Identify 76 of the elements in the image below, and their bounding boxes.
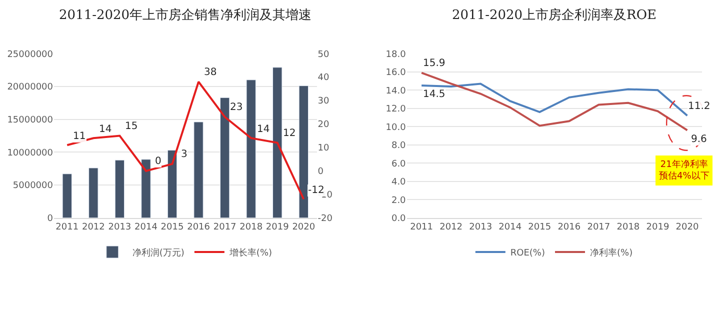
chart-title: 2011-2020上市房企利润率及ROE (452, 7, 656, 23)
y-tick-label: 4.0 (391, 178, 406, 188)
data-label: 14 (99, 124, 112, 135)
bar (298, 86, 309, 218)
chart-title: 2011-2020年上市房企销售净利润及其增速 (59, 7, 312, 23)
y2-tick-label: -20 (318, 214, 333, 224)
y-tick-label: 25000000 (7, 50, 54, 60)
bar (141, 159, 151, 218)
x-tick-label: 2011 (56, 222, 79, 233)
data-label: 11.2 (688, 101, 710, 112)
x-tick-label: 2019 (646, 222, 670, 233)
line-series (420, 82, 688, 117)
y-tick-label: 18.0 (386, 50, 406, 60)
y2-tick-label: 0 (318, 167, 324, 178)
bar (62, 174, 72, 218)
data-label: 12 (283, 128, 296, 139)
x-tick-label: 2018 (616, 222, 640, 233)
bar (88, 168, 98, 218)
bar (272, 67, 282, 218)
line-series (66, 80, 305, 200)
y2-tick-label: 10 (318, 144, 330, 154)
y-tick-label: 10.0 (386, 122, 406, 133)
y-tick-label: 10000000 (7, 148, 54, 158)
x-tick-label: 2016 (187, 222, 210, 233)
y-tick-label: 6.0 (391, 159, 406, 170)
data-label: 11 (73, 131, 86, 142)
x-tick-label: 2012 (440, 222, 463, 233)
x-tick-label: 2019 (266, 222, 290, 233)
data-label: 23 (230, 102, 243, 113)
data-label: 38 (204, 67, 217, 78)
x-tick-label: 2020 (292, 222, 316, 233)
x-tick-label: 2015 (528, 222, 552, 233)
x-tick-label: 2013 (108, 222, 132, 233)
bar (167, 150, 178, 218)
x-tick-label: 2015 (160, 222, 184, 233)
bar (194, 122, 204, 218)
y-tick-label: 0 (47, 214, 54, 224)
legend-label: 增长率(%) (228, 248, 272, 259)
line-series (420, 72, 688, 132)
y2-tick-label: 30 (318, 96, 330, 107)
y2-tick-label: 20 (318, 120, 330, 130)
legend-label: 净利润(万元) (132, 248, 184, 259)
annotation: 21年净利率预估4%以下 (659, 159, 710, 182)
y2-tick-label: 40 (318, 73, 330, 84)
legend-label: ROE(%) (510, 248, 546, 259)
data-label: 3 (181, 149, 188, 160)
y-tick-label: 20000000 (7, 82, 54, 93)
bar (220, 97, 230, 218)
data-label: 9.6 (691, 134, 707, 145)
data-label: 15 (125, 121, 138, 132)
x-tick-label: 2017 (587, 222, 610, 233)
bar (114, 160, 125, 218)
x-tick-label: 2017 (213, 222, 236, 233)
x-tick-label: 2011 (410, 222, 434, 233)
data-label: 15.9 (423, 58, 446, 69)
y-tick-label: 5000000 (12, 181, 54, 192)
x-tick-label: 2018 (240, 222, 263, 233)
y2-tick-label: 50 (318, 50, 330, 60)
y-tick-label: 16.0 (386, 68, 406, 78)
y-tick-label: 8.0 (391, 141, 406, 152)
y-tick-label: 12.0 (386, 104, 406, 115)
x-tick-label: 2014 (498, 222, 522, 233)
bar (246, 80, 256, 218)
data-label: 0 (155, 156, 162, 167)
x-tick-label: 2014 (134, 222, 158, 233)
data-label: 14 (257, 124, 270, 135)
y-tick-label: 15000000 (7, 115, 54, 126)
data-label: 14.5 (423, 89, 446, 100)
x-tick-label: 2013 (469, 222, 492, 233)
y-tick-label: 0.0 (391, 214, 406, 224)
x-tick-label: 2016 (558, 222, 581, 233)
x-tick-label: 2012 (82, 222, 105, 233)
y-tick-label: 2.0 (391, 196, 406, 206)
y-tick-label: 14.0 (386, 86, 406, 96)
legend-label: 净利率(%) (590, 248, 633, 259)
x-tick-label: 2020 (676, 222, 699, 233)
